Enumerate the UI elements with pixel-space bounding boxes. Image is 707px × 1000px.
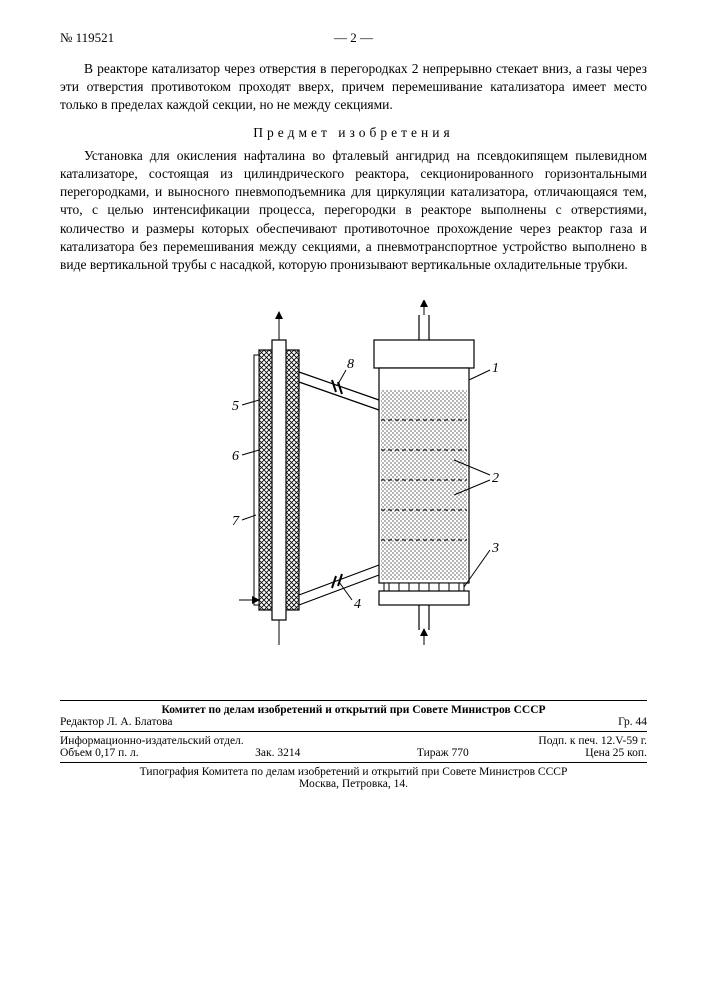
label-7: 7: [232, 514, 240, 529]
page-header: № 119521 — 2 — № 119521: [60, 30, 647, 46]
body-paragraph-1: В реакторе катализатор через отверстия в…: [60, 60, 647, 115]
order-number: Зак. 3214: [255, 747, 300, 759]
page-number: — 2 —: [334, 30, 373, 46]
pneumatic-lift: [239, 315, 299, 645]
claim-paragraph: Установка для окисления нафталина во фта…: [60, 147, 647, 275]
document-number: № 119521: [60, 30, 114, 46]
connecting-pipes: [299, 372, 379, 605]
tirage: Тираж 770: [417, 747, 469, 759]
label-2: 2: [492, 471, 499, 486]
group-number: Гр. 44: [618, 716, 647, 728]
dept-line: Информационно-издательский отдел.: [60, 735, 244, 747]
typography-line-1: Типография Комитета по делам изобретений…: [60, 766, 647, 778]
label-5: 5: [232, 399, 239, 414]
committee-line: Комитет по делам изобретений и открытий …: [161, 704, 545, 716]
typography-line-2: Москва, Петровка, 14.: [60, 778, 647, 790]
label-3: 3: [491, 541, 499, 556]
label-1: 1: [492, 361, 499, 376]
label-4: 4: [354, 597, 361, 612]
volume-line: Объем 0,17 п. л.: [60, 747, 139, 759]
apparatus-diagram: 1 2 3 4 5 6 7 8: [204, 300, 504, 660]
figure-container: 1 2 3 4 5 6 7 8: [60, 300, 647, 660]
colophon-block: Комитет по делам изобретений и открытий …: [60, 700, 647, 790]
print-date: Подп. к печ. 12.V-59 г.: [538, 735, 647, 747]
price: Цена 25 коп.: [585, 747, 647, 759]
patent-page: № 119521 — 2 — № 119521 В реакторе катал…: [0, 0, 707, 1000]
claims-heading: Предмет изобретения: [60, 125, 647, 141]
label-8: 8: [347, 357, 354, 372]
editor-line: Редактор Л. А. Блатова: [60, 716, 172, 728]
reactor-vessel: [374, 303, 474, 645]
label-6: 6: [232, 449, 239, 464]
